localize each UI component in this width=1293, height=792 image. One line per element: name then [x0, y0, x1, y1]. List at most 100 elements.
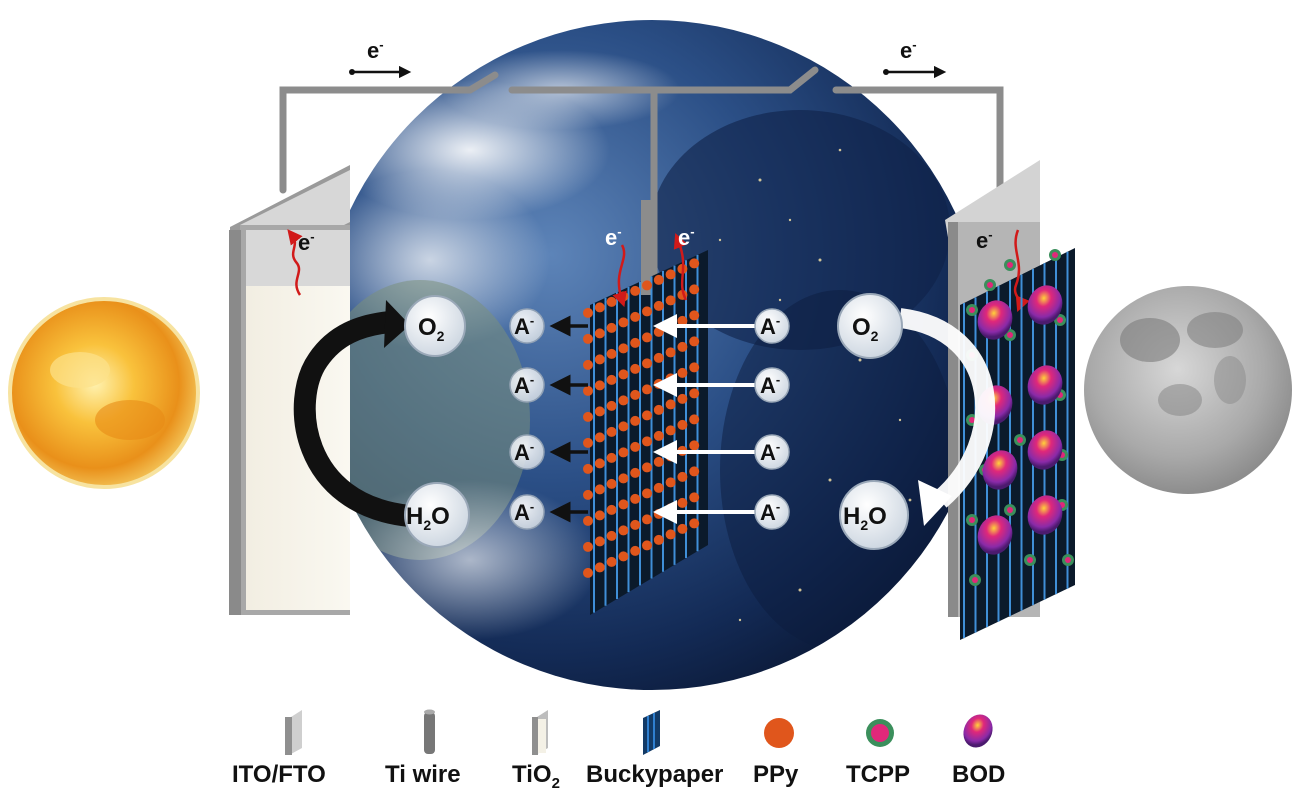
ppy-particle — [594, 302, 605, 313]
anion-migration: A- A- A- A- A- A- A- A- — [509, 308, 790, 530]
external-circuit-wires — [279, 66, 1004, 314]
ppy-particle — [618, 343, 629, 354]
ppy-particle — [653, 456, 664, 467]
ppy-particle — [583, 307, 593, 318]
ppy-particle — [642, 410, 652, 421]
tcpp-core — [1052, 252, 1058, 258]
ppy-particle — [618, 369, 629, 380]
svg-text:e-: e- — [900, 37, 917, 63]
ppy-particle — [618, 317, 629, 328]
anion-bubble — [509, 367, 545, 403]
ppy-particle — [583, 515, 593, 526]
ppy-particle — [653, 534, 664, 545]
ppy-particle — [618, 473, 629, 484]
electron-label: e — [367, 38, 379, 63]
ppy-particle — [689, 258, 700, 269]
ppy-particle — [689, 466, 700, 477]
ppy-particle — [689, 362, 700, 373]
ppy-particle — [594, 432, 605, 443]
svg-text:e-: e- — [976, 227, 993, 253]
ppy-particle — [606, 478, 617, 489]
oxidation-arrow — [293, 300, 412, 527]
ppy-particle — [606, 504, 617, 515]
ppy-particle — [677, 367, 688, 378]
ppy-particle — [606, 296, 617, 307]
earth-globe — [317, 20, 987, 690]
ppy-particle — [642, 514, 652, 525]
ppy-particle — [630, 493, 641, 504]
moon-icon — [1084, 286, 1292, 494]
svg-text:e-: e- — [678, 224, 695, 250]
anion-bubble — [754, 308, 790, 344]
ppy-particle — [594, 406, 605, 417]
ppy-particle — [677, 497, 688, 508]
ppy-legend-icon — [764, 718, 794, 748]
legend-label-ti: Ti wire — [385, 761, 461, 788]
ppy-particle — [583, 489, 593, 500]
ppy-particle — [583, 463, 593, 474]
electron-flow-left: e- — [349, 37, 412, 79]
anion-bubble — [509, 308, 545, 344]
anion-bubble — [754, 367, 790, 403]
ppy-particle — [630, 311, 641, 322]
ppy-particle — [606, 426, 617, 437]
ppy-particle — [583, 385, 593, 396]
ppy-particle — [594, 380, 605, 391]
reduction-arrow — [898, 308, 996, 526]
legend-label-tio2: TiO2 — [512, 761, 560, 792]
ti-wire-legend-icon — [424, 709, 435, 754]
ppy-particle — [689, 414, 700, 425]
ppy-particle — [653, 404, 664, 415]
ppy-particle — [606, 374, 617, 385]
anion-label: A- — [760, 313, 780, 339]
svg-text:O2: O2 — [852, 314, 879, 344]
tcpp-core — [969, 417, 975, 423]
legend-label-ppy: PPy — [753, 761, 799, 788]
tcpp-core — [1007, 507, 1013, 513]
ppy-particle — [606, 556, 617, 567]
tcpp-core — [1065, 557, 1071, 563]
tio2-legend-icon — [532, 710, 548, 755]
ppy-particle — [583, 411, 593, 422]
svg-text:e-: e- — [298, 229, 315, 255]
ppy-particle — [665, 269, 676, 280]
electron-flow-right: e- — [883, 37, 947, 79]
oxygen-bubble-left: O2 — [404, 295, 466, 357]
ppy-particle — [677, 341, 688, 352]
tcpp-legend-icon — [866, 719, 894, 747]
tcpp-core — [1017, 437, 1023, 443]
tcpp-core — [972, 577, 978, 583]
anion-label: A- — [760, 372, 780, 398]
anion-bubble — [754, 494, 790, 530]
buckypaper-ppy-electrode — [583, 200, 708, 615]
anion-label: A- — [514, 313, 534, 339]
ppy-particle — [677, 523, 688, 534]
svg-text:O2: O2 — [418, 314, 445, 344]
buckypaper-legend-icon — [643, 710, 660, 755]
ppy-particle — [594, 510, 605, 521]
tcpp-core — [1027, 557, 1033, 563]
legend-label-tcpp: TCPP — [846, 761, 910, 788]
ppy-particle — [642, 332, 652, 343]
ppy-particle — [689, 440, 700, 451]
anion-label: A- — [514, 499, 534, 525]
ppy-particle — [689, 310, 700, 321]
anion-label: A- — [760, 439, 780, 465]
ppy-particle — [583, 359, 593, 370]
ito-fto-legend-icon — [285, 710, 302, 755]
ppy-particle — [618, 551, 629, 562]
ppy-particle — [665, 529, 676, 540]
ppy-particle — [642, 280, 652, 291]
legend: ITO/FTO Ti wire TiO2 Buckypaper PPy TCPP… — [232, 709, 1005, 792]
svg-text:e-: e- — [367, 37, 384, 63]
ppy-particle — [642, 306, 652, 317]
anion-bubble — [754, 434, 790, 470]
ppy-particle — [642, 462, 652, 473]
electron-label: e — [976, 228, 988, 253]
tcpp-core — [987, 282, 993, 288]
water-bubble-right: H2O — [839, 480, 909, 550]
ppy-particle — [583, 333, 593, 344]
photoanode-panel: e- — [229, 165, 350, 615]
bod-enzyme — [1027, 495, 1063, 535]
ppy-particle — [630, 389, 641, 400]
